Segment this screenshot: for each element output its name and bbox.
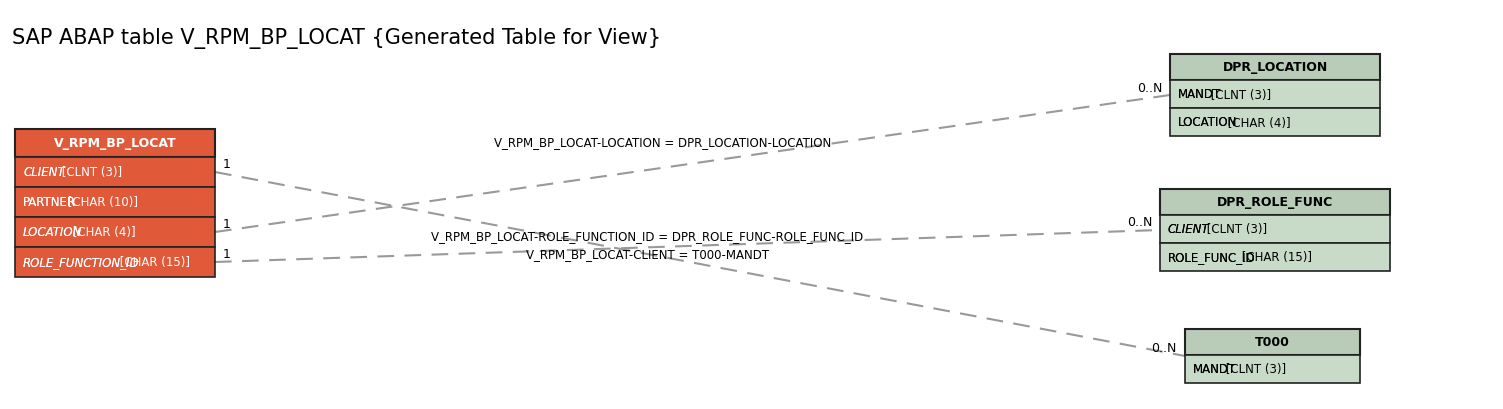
Text: DPR_ROLE_FUNC: DPR_ROLE_FUNC — [1217, 196, 1333, 209]
Text: [CLNT (3)]: [CLNT (3)] — [1207, 88, 1272, 101]
Text: MANDT: MANDT — [1178, 88, 1222, 101]
Text: 0..N: 0..N — [1136, 81, 1162, 94]
Bar — [15, 218, 215, 247]
Text: V_RPM_BP_LOCAT-ROLE_FUNCTION_ID = DPR_ROLE_FUNC-ROLE_FUNC_ID: V_RPM_BP_LOCAT-ROLE_FUNCTION_ID = DPR_RO… — [431, 230, 864, 243]
Text: CLIENT: CLIENT — [23, 166, 65, 179]
Text: CLIENT: CLIENT — [1168, 223, 1210, 236]
Bar — [1169, 81, 1380, 109]
Text: DPR_LOCATION: DPR_LOCATION — [1222, 61, 1327, 74]
Text: ROLE_FUNCTION_ID: ROLE_FUNCTION_ID — [23, 256, 140, 269]
Bar — [1169, 109, 1380, 137]
Text: LOCATION: LOCATION — [1178, 116, 1237, 129]
Bar — [1184, 355, 1360, 383]
Text: 0..N: 0..N — [1151, 342, 1177, 355]
Text: MANDT: MANDT — [1178, 88, 1222, 101]
Text: V_RPM_BP_LOCAT-LOCATION = DPR_LOCATION-LOCATION: V_RPM_BP_LOCAT-LOCATION = DPR_LOCATION-L… — [494, 136, 831, 148]
Text: [CHAR (4)]: [CHAR (4)] — [1225, 116, 1291, 129]
Bar — [1160, 216, 1390, 243]
Text: SAP ABAP table V_RPM_BP_LOCAT {Generated Table for View}: SAP ABAP table V_RPM_BP_LOCAT {Generated… — [12, 28, 661, 49]
Bar — [1169, 55, 1380, 81]
Bar — [15, 130, 215, 157]
Text: LOCATION: LOCATION — [1178, 116, 1237, 129]
Bar — [15, 247, 215, 277]
Text: PARTNER: PARTNER — [23, 196, 77, 209]
Text: CLIENT: CLIENT — [1168, 223, 1210, 236]
Text: 1: 1 — [222, 218, 231, 231]
Text: [CLNT (3)]: [CLNT (3)] — [1202, 223, 1267, 236]
Bar — [15, 157, 215, 188]
Text: MANDT: MANDT — [1193, 363, 1237, 375]
Text: V_RPM_BP_LOCAT-CLIENT = T000-MANDT: V_RPM_BP_LOCAT-CLIENT = T000-MANDT — [526, 248, 770, 261]
Bar — [15, 188, 215, 218]
Bar — [1160, 189, 1390, 216]
Text: LOCATION: LOCATION — [23, 226, 83, 239]
Text: CLIENT: CLIENT — [23, 166, 65, 179]
Text: 0..N: 0..N — [1127, 216, 1151, 229]
Text: ROLE_FUNC_ID: ROLE_FUNC_ID — [1168, 251, 1255, 264]
Bar — [1184, 329, 1360, 355]
Text: 1: 1 — [222, 158, 231, 171]
Text: [CHAR (4)]: [CHAR (4)] — [69, 226, 137, 239]
Text: [CHAR (10)]: [CHAR (10)] — [63, 196, 138, 209]
Text: [CHAR (15)]: [CHAR (15)] — [116, 256, 189, 269]
Text: LOCATION: LOCATION — [23, 226, 83, 239]
Text: MANDT: MANDT — [1193, 363, 1237, 375]
Text: ROLE_FUNC_ID: ROLE_FUNC_ID — [1168, 251, 1255, 264]
Bar — [1160, 243, 1390, 271]
Text: [CHAR (15)]: [CHAR (15)] — [1237, 251, 1312, 264]
Text: PARTNER: PARTNER — [23, 196, 77, 209]
Text: T000: T000 — [1255, 336, 1290, 348]
Text: V_RPM_BP_LOCAT: V_RPM_BP_LOCAT — [54, 137, 176, 150]
Text: [CLNT (3)]: [CLNT (3)] — [57, 166, 122, 179]
Text: ROLE_FUNCTION_ID: ROLE_FUNCTION_ID — [23, 256, 140, 269]
Text: [CLNT (3)]: [CLNT (3)] — [1222, 363, 1287, 375]
Text: 1: 1 — [222, 248, 231, 261]
